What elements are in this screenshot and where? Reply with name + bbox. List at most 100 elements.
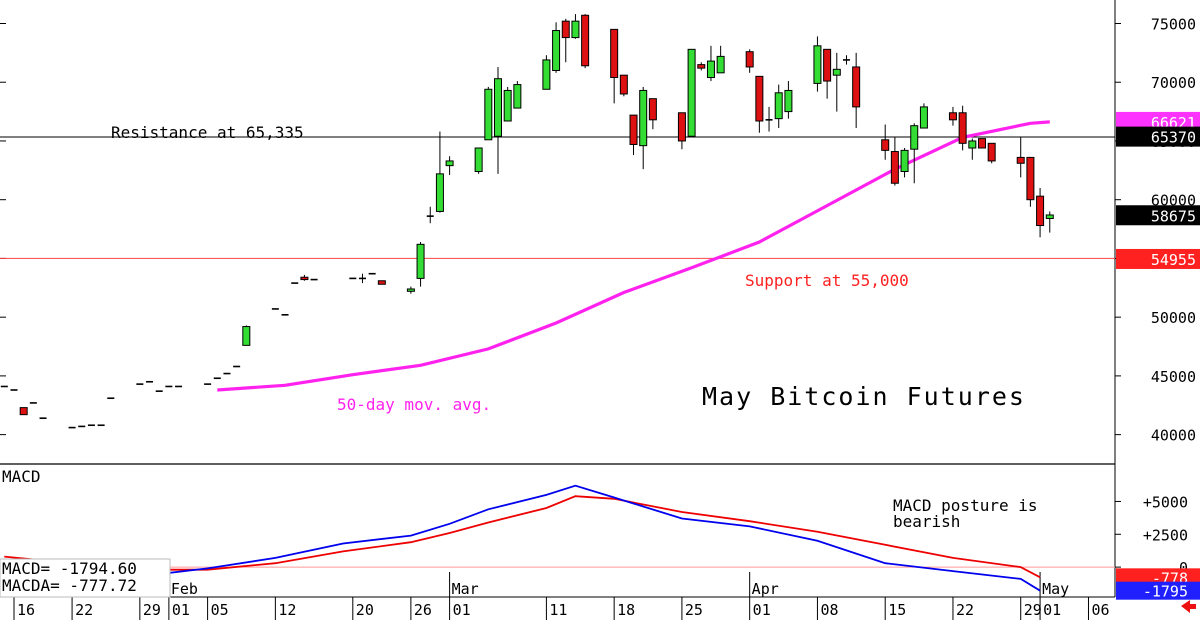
candle-body <box>677 112 686 142</box>
candle-body <box>300 276 309 281</box>
candle-body <box>755 75 764 122</box>
date-tick-label: 18 <box>617 601 635 619</box>
candle <box>1045 211 1054 233</box>
candle <box>910 123 919 184</box>
date-tick-label: 16 <box>17 601 35 619</box>
price-value-box <box>1116 248 1200 269</box>
candle <box>494 66 502 174</box>
date-tick-label: 25 <box>685 601 703 619</box>
arrow-left-icon <box>1181 600 1196 613</box>
candle <box>610 28 619 104</box>
date-tick-label: 01 <box>453 601 471 619</box>
candle <box>571 14 580 39</box>
candle <box>552 22 561 73</box>
date-tick-label: 05 <box>211 601 229 619</box>
month-label: Feb <box>171 580 198 598</box>
ma-50day-line <box>217 120 1050 392</box>
candle-body <box>435 173 444 212</box>
candle <box>677 112 686 150</box>
date-tick-label: 01 <box>753 601 771 619</box>
candle <box>755 75 764 133</box>
candle-body <box>910 125 919 150</box>
candle-body <box>619 74 628 95</box>
price-value-box <box>1116 205 1200 226</box>
price-value-box-label: 65370 <box>1151 129 1196 147</box>
macd-line <box>4 484 1041 592</box>
candle <box>958 105 967 151</box>
candle <box>648 98 657 130</box>
candle-body <box>581 14 590 67</box>
candle-body <box>561 20 570 39</box>
macda-readout: MACDA= -777.72 <box>2 576 137 595</box>
macd-pane-title: MACD <box>2 467 41 486</box>
month-label: May <box>1042 580 1069 598</box>
candle-body <box>832 68 841 76</box>
candle-body <box>474 147 483 173</box>
candle <box>484 86 493 141</box>
candle <box>629 114 638 156</box>
candle-body <box>610 28 619 79</box>
date-tick-label: 08 <box>820 601 838 619</box>
candle <box>300 274 309 281</box>
candle-body <box>513 84 522 109</box>
date-tick-label: 20 <box>356 601 374 619</box>
price-value-box <box>1116 126 1200 147</box>
candle-body <box>784 89 793 113</box>
candle <box>513 81 522 109</box>
macd-value-box <box>1116 581 1200 600</box>
candle-body <box>484 88 493 141</box>
candle-body <box>406 288 415 292</box>
candle <box>813 36 822 92</box>
candles <box>0 14 1054 429</box>
candle-body <box>958 112 967 144</box>
date-tick-label: 01 <box>1043 601 1061 619</box>
candle <box>426 206 434 224</box>
price-tick-label: 45000 <box>1151 368 1196 386</box>
date-tick-label: 22 <box>956 601 974 619</box>
date-tick-label: 11 <box>549 601 567 619</box>
month-label: Apr <box>752 580 779 598</box>
price-tick-label: 70000 <box>1151 74 1196 92</box>
candle <box>561 18 570 63</box>
candle <box>639 86 648 170</box>
candle <box>406 286 415 294</box>
price-tick-label: 50000 <box>1151 309 1196 327</box>
candle-body <box>900 149 909 173</box>
candle-body <box>813 45 822 84</box>
candle-body <box>639 89 648 147</box>
candle <box>948 106 957 126</box>
price-tick-label: 60000 <box>1151 192 1196 210</box>
candle <box>1036 187 1045 238</box>
price-value-box-label: 58675 <box>1151 207 1196 225</box>
candle-body <box>890 151 899 184</box>
candle-body <box>745 51 754 68</box>
candle <box>358 273 366 284</box>
candle <box>242 325 251 346</box>
candle-body <box>552 30 561 71</box>
candle <box>890 137 899 186</box>
candle-body <box>416 243 425 279</box>
date-tick-label: 29 <box>143 601 161 619</box>
candle-body <box>542 59 551 90</box>
candle <box>919 103 928 129</box>
candle-body <box>1036 195 1045 227</box>
candle <box>900 148 909 178</box>
candle-body <box>629 114 638 145</box>
date-tick-label: 29 <box>1024 601 1042 619</box>
candle-body <box>987 142 996 162</box>
date-tick-label: 12 <box>278 601 296 619</box>
candle <box>968 138 977 160</box>
candle-body <box>706 60 715 79</box>
macd-tick-label: 0 <box>1179 559 1188 577</box>
candle <box>987 142 996 164</box>
candle <box>745 49 754 73</box>
macd-readout-box <box>0 558 171 598</box>
candle-body <box>716 55 725 74</box>
macd-annotation-line-1: MACD posture is <box>893 496 1038 515</box>
macda-line <box>4 495 1041 579</box>
candle <box>784 81 793 119</box>
month-label: Mar <box>452 580 479 598</box>
candle-body <box>968 140 977 149</box>
macd-tick-label: +5000 <box>1143 493 1188 511</box>
